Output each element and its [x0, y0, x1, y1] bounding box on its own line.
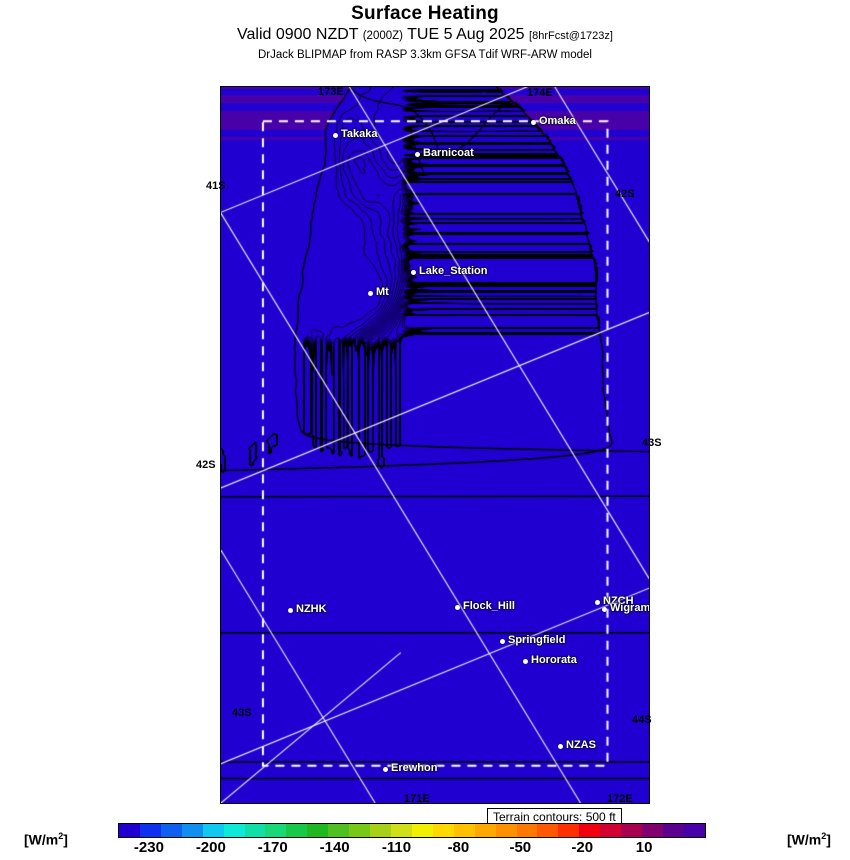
valid-date: TUE 5 Aug 2025 [407, 26, 525, 43]
station-dot-nzch [595, 600, 600, 605]
colorbar-swatch-20 [537, 824, 559, 837]
forecast-tag: [8hrFcst@1723z] [529, 30, 613, 42]
colorbar-units-left: [W/m2] [24, 831, 68, 848]
station-dot-nzhk [288, 608, 293, 613]
station-dot-flock_hill [455, 605, 460, 610]
colorbar-tick--140: -140 [319, 839, 350, 856]
valid-time-prefix: Valid 0900 NZDT [237, 26, 359, 43]
colorbar-swatch-10 [328, 824, 350, 837]
valid-time-line: Valid 0900 NZDT (2000Z) TUE 5 Aug 2025 [… [0, 25, 850, 46]
colorbar-swatch-6 [244, 824, 266, 837]
colorbar-swatch-24 [621, 824, 643, 837]
map-panel[interactable]: Takaka Omaka Barnicoat Lake_Station Mt NZHK Fl… [220, 86, 650, 804]
colorbar-swatch-22 [579, 824, 601, 837]
colorbar-swatch-21 [558, 824, 580, 837]
colorbar-swatch-0 [119, 824, 140, 837]
colorbar-tick--80: -80 [447, 839, 470, 856]
colorbar-tick-labels: -230 -200 -170 -140 -110 -80 -50 -20 10 [118, 839, 706, 859]
lat-42S-right: 42S [615, 188, 635, 200]
colorbar-swatches [118, 823, 706, 838]
colorbar-swatch-13 [390, 824, 412, 837]
colorbar-tick--200: -200 [195, 839, 226, 856]
lat-43S-left: 43S [232, 707, 252, 719]
colorbar-units-right: [W/m2] [787, 831, 831, 848]
colorbar-swatch-18 [495, 824, 517, 837]
colorbar-swatch-1 [139, 824, 161, 837]
lon-173E: 173E [318, 86, 344, 98]
colorbar-swatch-2 [160, 824, 182, 837]
station-dot-erewhon [383, 767, 388, 772]
colorbar-swatch-8 [286, 824, 308, 837]
colorbar-swatch-27 [683, 824, 705, 837]
station-dot-mt [368, 291, 373, 296]
colorbar-swatch-11 [349, 824, 371, 837]
station-dot-hororata [523, 659, 528, 664]
station-dot-omaka [531, 120, 536, 125]
station-dot-barnicoat [415, 152, 420, 157]
lat-44S-right: 44S [632, 714, 652, 726]
colorbar-swatch-17 [474, 824, 496, 837]
model-description: DrJack BLIPMAP from RASP 3.3km GFSA Tdif… [257, 49, 592, 61]
colorbar-swatch-15 [432, 824, 454, 837]
lat-41S-left: 41S [206, 180, 226, 192]
lon-174E: 174E [527, 87, 553, 99]
surface-heating-heatmap [221, 87, 649, 803]
station-dot-springfield [500, 639, 505, 644]
colorbar-swatch-5 [223, 824, 245, 837]
colorbar-swatch-23 [600, 824, 622, 837]
colorbar-swatch-3 [181, 824, 203, 837]
colorbar: -230 -200 -170 -140 -110 -80 -50 -20 10 [0, 823, 850, 860]
colorbar-swatch-14 [411, 824, 433, 837]
colorbar-swatch-16 [453, 824, 475, 837]
lon-171E: 171E [404, 793, 430, 805]
colorbar-tick--170: -170 [257, 839, 288, 856]
colorbar-swatch-19 [516, 824, 538, 837]
colorbar-tick--20: -20 [571, 839, 594, 856]
colorbar-swatch-12 [370, 824, 391, 837]
lon-172E: 172E [607, 793, 633, 805]
colorbar-tick-10: 10 [635, 839, 653, 856]
colorbar-swatch-25 [642, 824, 663, 837]
station-dot-lake_station [411, 270, 416, 275]
page-title: Surface Heating [351, 3, 499, 24]
valid-time-zulu: (2000Z) [362, 30, 403, 42]
station-dot-wigram [602, 607, 607, 612]
colorbar-swatch-7 [265, 824, 287, 837]
lat-43S-right: 43S [642, 437, 662, 449]
station-dot-takaka [333, 133, 338, 138]
colorbar-tick--110: -110 [381, 839, 412, 856]
station-dot-nzas [558, 744, 563, 749]
colorbar-tick--230: -230 [133, 839, 164, 856]
colorbar-swatch-9 [307, 824, 329, 837]
colorbar-swatch-4 [202, 824, 224, 837]
colorbar-swatch-26 [662, 824, 684, 837]
title-block: Surface Heating Valid 0900 NZDT (2000Z) … [0, 0, 850, 62]
lat-42S-left: 42S [196, 459, 216, 471]
colorbar-tick--50: -50 [509, 839, 532, 856]
